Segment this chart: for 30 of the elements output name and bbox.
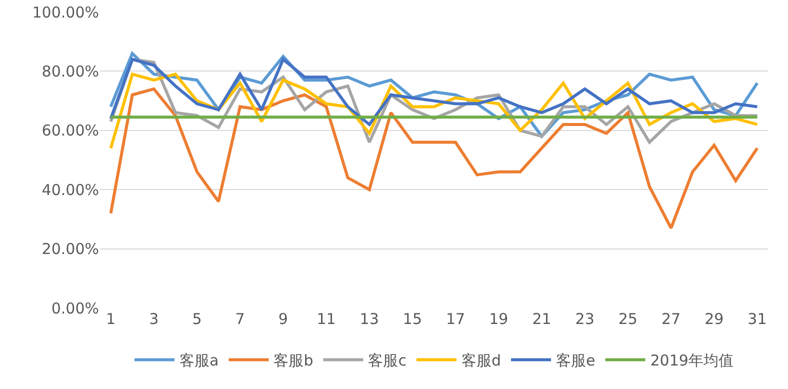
x-tick-label: 1 [106,310,116,328]
x-tick-label: 29 [704,310,724,328]
x-tick-label: 27 [661,310,681,328]
x-tick-label: 23 [575,310,594,328]
x-tick-label: 7 [235,310,245,328]
x-tick-label: 5 [192,310,202,328]
x-tick-label: 21 [532,310,552,328]
legend-label: 2019年均值 [650,352,734,370]
y-tick-label: 0.00% [51,299,99,318]
x-tick-label: 3 [149,310,159,328]
y-tick-label: 60.00% [42,122,99,140]
legend-label: 客服d [461,352,502,370]
x-tick-label: 17 [446,310,466,328]
legend-label: 客服e [556,352,596,370]
x-tick-label: 9 [278,310,288,328]
legend-label: 客服b [274,352,314,370]
y-tick-label: 40.00% [42,180,99,199]
legend-label: 客服c [368,352,406,370]
x-tick-label: 19 [489,310,508,328]
x-tick-label: 31 [748,310,767,328]
x-tick-label: 13 [360,310,379,328]
line-series [109,58,759,126]
legend-label: 客服a [180,352,219,370]
y-tick-label: 20.00% [42,240,99,258]
y-tick-label: 80.00% [42,62,99,80]
x-tick-label: 15 [402,310,422,328]
x-tick-label: 11 [316,310,336,328]
line-series [109,87,759,230]
y-tick-label: 100.00% [32,3,99,22]
x-tick-label: 25 [618,310,638,328]
